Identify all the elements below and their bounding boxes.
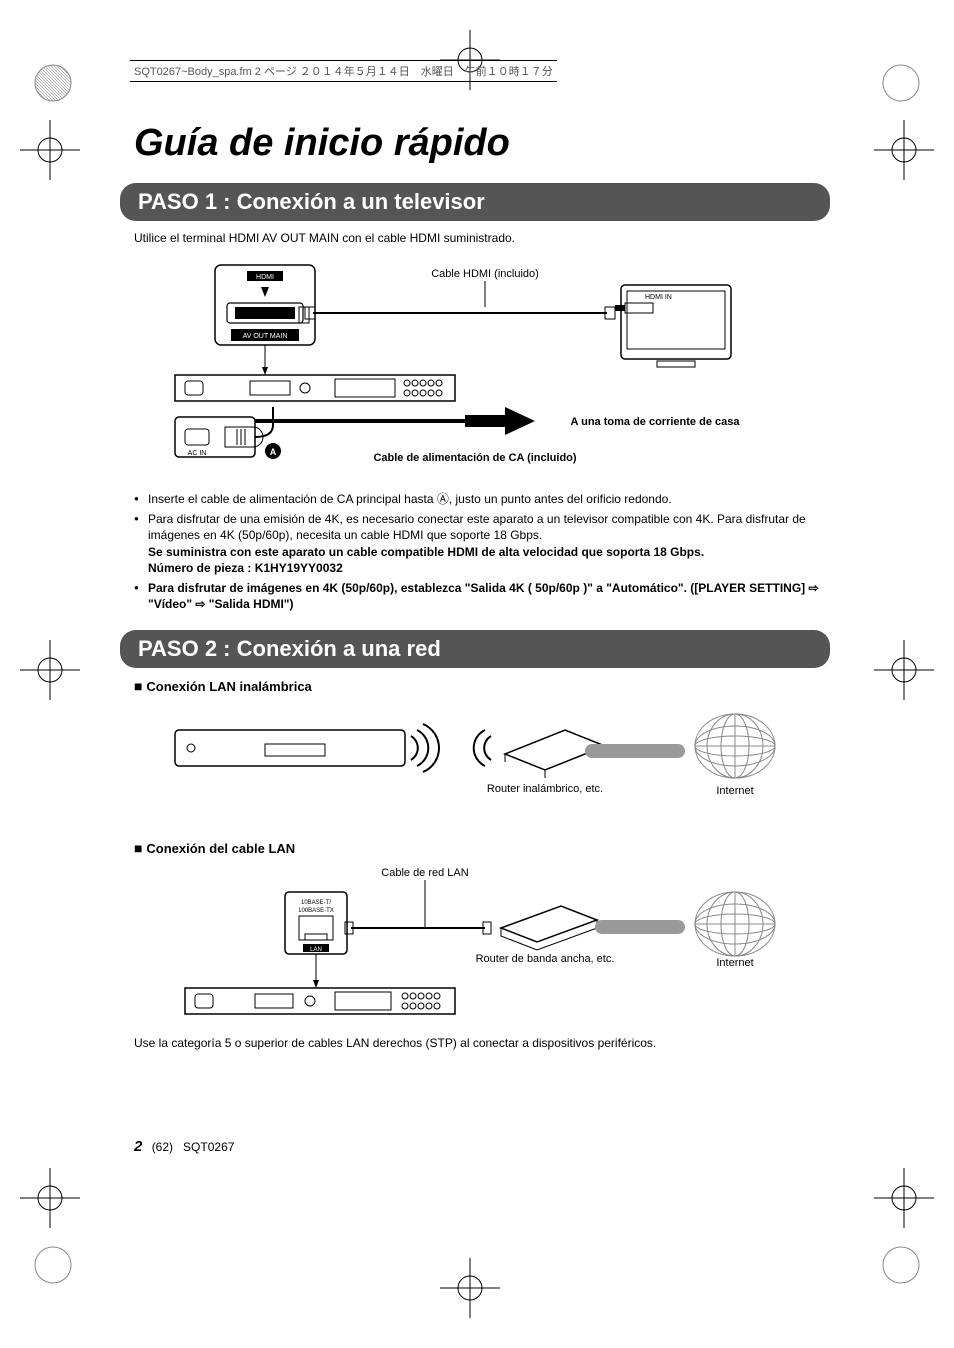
svg-text:10BASE-T/: 10BASE-T/ [301, 900, 331, 906]
svg-text:Router de banda ancha, etc.: Router de banda ancha, etc. [476, 953, 615, 965]
svg-text:Cable HDMI (incluido): Cable HDMI (incluido) [431, 268, 539, 280]
crop-crosshair [874, 120, 934, 180]
crop-mark-shaded [878, 60, 924, 106]
crop-crosshair [874, 1168, 934, 1228]
crop-crosshair [20, 120, 80, 180]
svg-text:Internet: Internet [716, 785, 753, 797]
svg-text:LAN: LAN [310, 947, 322, 953]
crop-crosshair [440, 1258, 500, 1318]
doc-id: SQT0267 [183, 1140, 234, 1154]
svg-text:HDMI IN: HDMI IN [645, 294, 672, 301]
svg-text:Cable de red LAN: Cable de red LAN [381, 867, 468, 879]
svg-text:A: A [270, 447, 277, 457]
step1-intro: Utilice el terminal HDMI AV OUT MAIN con… [134, 231, 830, 245]
step2-bar: PASO 2 : Conexión a una red [120, 630, 830, 668]
bullet-item: Para disfrutar de una emisión de 4K, es … [134, 511, 830, 576]
svg-text:100BASE-TX: 100BASE-TX [298, 908, 334, 914]
page-title: Guía de inicio rápido [134, 122, 830, 165]
page-aux: (62) [152, 1140, 173, 1154]
svg-text:HDMI: HDMI [256, 274, 274, 281]
bullet-item: Para disfrutar de imágenes en 4K (50p/60… [134, 580, 830, 612]
page-footer: 2 (62) SQT0267 [134, 1138, 234, 1155]
lan-diagram: Cable de red LAN 10BASE-T/ 100BASE-TX LA… [155, 862, 795, 1022]
step1-bar: PASO 1 : Conexión a un televisor [120, 183, 830, 221]
crop-crosshair [20, 1168, 80, 1228]
page-number: 2 [134, 1138, 142, 1155]
step1-diagram: HDMI AV OUT MAIN Cable HDMI (incluido) H… [155, 257, 795, 477]
svg-text:Internet: Internet [716, 957, 753, 969]
svg-text:AC IN: AC IN [188, 450, 207, 457]
step2-note: Use la categoría 5 o superior de cables … [134, 1036, 830, 1050]
crop-crosshair [20, 640, 80, 700]
crop-mark-shaded [878, 1242, 924, 1288]
wlan-heading: Conexión LAN inalámbrica [134, 678, 830, 694]
svg-text:Router inalámbrico, etc.: Router inalámbrico, etc. [487, 783, 603, 795]
bullet-item: Inserte el cable de alimentación de CA p… [134, 491, 830, 507]
crop-mark-shaded [30, 60, 76, 106]
lan-heading: Conexión del cable LAN [134, 840, 830, 856]
crop-mark-shaded [30, 1242, 76, 1288]
header-meta: SQT0267~Body_spa.fm 2 ページ ２０１４年５月１４日 水曜日… [130, 60, 557, 82]
svg-text:Cable de alimentación de CA (i: Cable de alimentación de CA (incluido) [373, 452, 576, 464]
step1-bullets: Inserte el cable de alimentación de CA p… [134, 491, 830, 612]
crop-crosshair [874, 640, 934, 700]
svg-text:A una toma de corriente de cas: A una toma de corriente de casa [571, 416, 741, 428]
wlan-diagram: Router inalámbrico, etc. Internet [155, 700, 795, 800]
svg-text:AV OUT MAIN: AV OUT MAIN [243, 333, 288, 340]
